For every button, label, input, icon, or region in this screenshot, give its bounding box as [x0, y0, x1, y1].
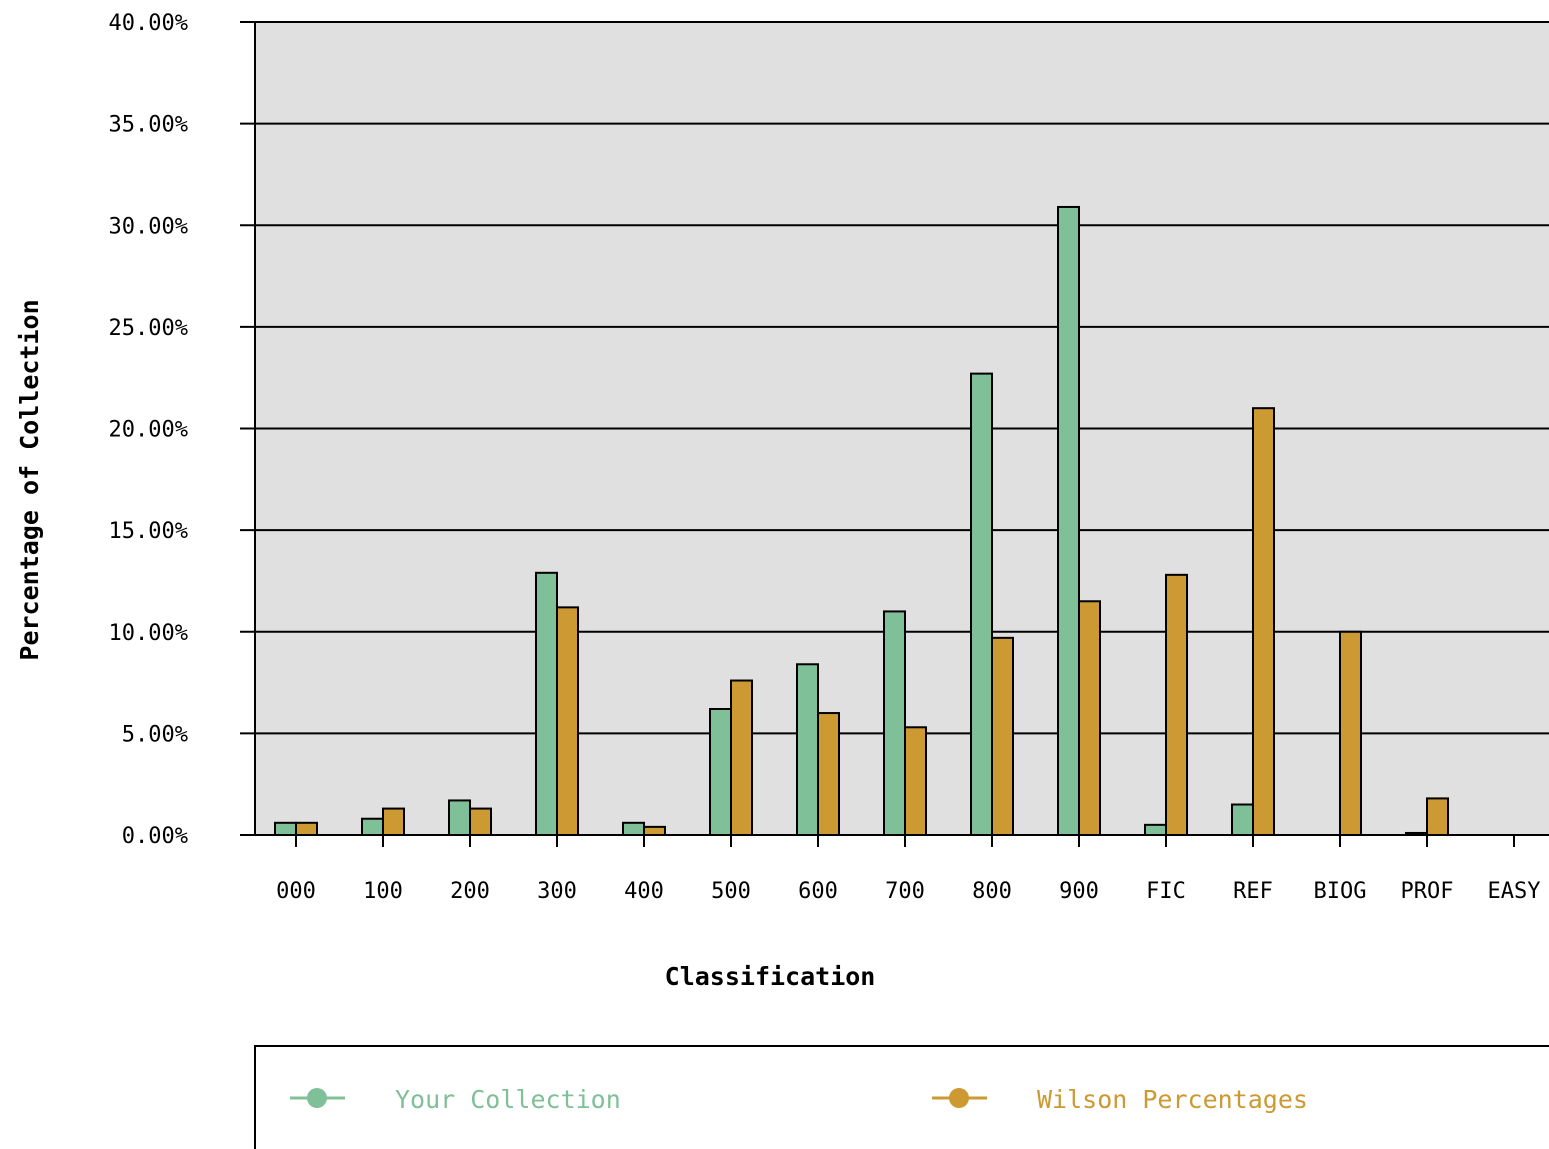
bar-your-collection-100 [361, 817, 384, 836]
y-tick-label: 0.00% [122, 824, 188, 849]
x-tick-label: PROF [1401, 879, 1454, 904]
x-tick-label: 800 [972, 879, 1012, 904]
y-tick-label: 40.00% [109, 11, 188, 36]
x-tick-label: 000 [276, 879, 316, 904]
legend-label-wilson-percentages: Wilson Percentages [1037, 1085, 1308, 1114]
bar-your-collection-600 [796, 663, 819, 837]
bar-wilson-percentages-ref [1252, 407, 1275, 836]
bar-your-collection-200 [448, 799, 471, 837]
x-tick-label: BIOG [1314, 879, 1367, 904]
bar-your-collection-700 [883, 610, 906, 836]
y-tick-label: 25.00% [109, 316, 188, 341]
y-tick-label: 15.00% [109, 519, 188, 544]
bar-wilson-percentages-300 [556, 606, 579, 836]
legend-box [254, 1045, 1549, 1149]
y-axis-title: Percentage of Collection [15, 299, 44, 660]
bar-wilson-percentages-fic [1165, 573, 1188, 837]
bar-wilson-percentages-900 [1078, 600, 1101, 837]
x-axis-title: Classification [665, 962, 876, 991]
bar-wilson-percentages-400 [643, 825, 666, 836]
y-tick-label: 30.00% [109, 214, 188, 239]
x-tick-label: 200 [450, 879, 490, 904]
x-tick-label: 700 [885, 879, 925, 904]
bar-wilson-percentages-prof [1426, 797, 1449, 836]
x-tick-label: 600 [798, 879, 838, 904]
bar-your-collection-800 [970, 372, 993, 836]
bar-wilson-percentages-600 [817, 712, 840, 836]
bar-wilson-percentages-800 [991, 636, 1014, 836]
legend-marker-wilson-percentages [949, 1088, 969, 1108]
bar-wilson-percentages-000 [295, 821, 318, 836]
bar-your-collection-900 [1057, 205, 1080, 836]
bar-your-collection-500 [709, 707, 732, 836]
x-tick-label: REF [1233, 879, 1273, 904]
x-tick-label: 900 [1059, 879, 1099, 904]
bars [274, 205, 1449, 837]
x-tick-label: 400 [624, 879, 664, 904]
x-tick-label: EASY [1488, 879, 1541, 904]
bar-wilson-percentages-200 [469, 807, 492, 837]
bar-wilson-percentages-biog [1339, 630, 1362, 836]
bar-wilson-percentages-500 [730, 679, 753, 837]
y-tick-label: 5.00% [122, 722, 188, 747]
legend-marker-your-collection [307, 1088, 327, 1108]
y-tick-label: 10.00% [109, 621, 188, 646]
bar-your-collection-ref [1231, 803, 1254, 837]
bar-your-collection-400 [622, 821, 645, 836]
x-tick-label: FIC [1146, 879, 1186, 904]
x-axis-ticks: 000 100 200 300 400 500 600 700 800 900 FIC REF BIOG… [276, 835, 1540, 904]
legend: Your Collection Wilson Percentages [254, 1045, 1549, 1149]
y-tick-label: 20.00% [109, 418, 188, 443]
legend-label-your-collection: Your Collection [395, 1085, 621, 1114]
bar-your-collection-000 [274, 821, 297, 836]
x-tick-label: 300 [537, 879, 577, 904]
bar-wilson-percentages-700 [904, 726, 927, 837]
y-axis-tick-labels: 0.00% 5.00% 10.00% 15.00% 20.00% 25.00% 30.00%… [109, 11, 188, 849]
y-tick-label: 35.00% [109, 113, 188, 138]
bar-your-collection-300 [535, 571, 558, 836]
x-tick-label: 500 [711, 879, 751, 904]
x-tick-label: 100 [363, 879, 403, 904]
bar-your-collection-fic [1144, 823, 1167, 837]
bar-wilson-percentages-100 [382, 807, 405, 837]
